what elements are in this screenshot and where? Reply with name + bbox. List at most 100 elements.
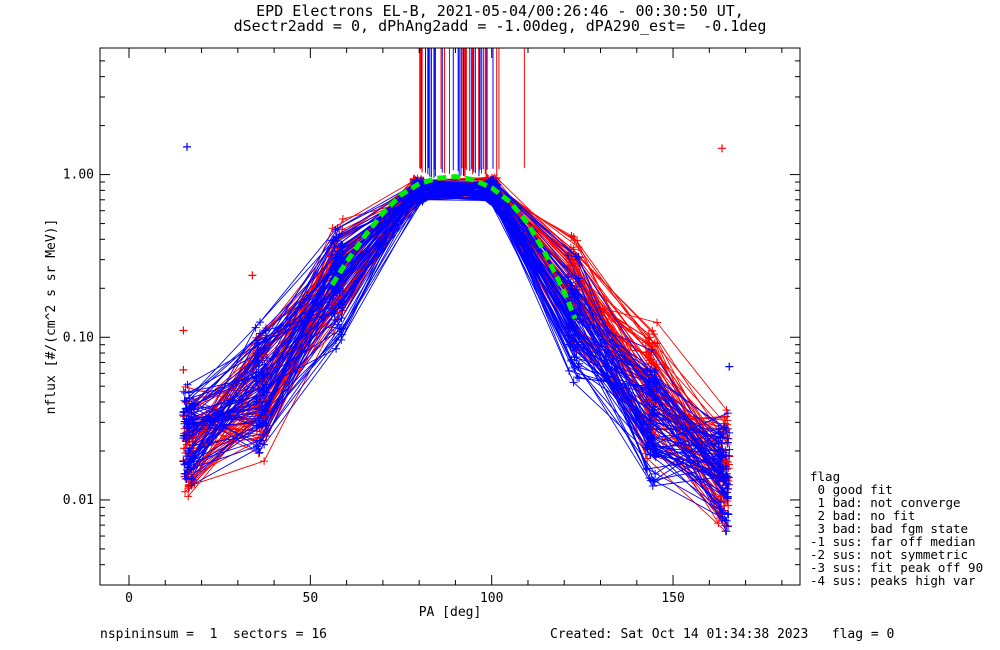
blue-point — [327, 306, 336, 315]
blue-point — [719, 430, 728, 439]
blue-trace — [186, 185, 727, 487]
blue-point — [649, 419, 658, 428]
blue-point — [645, 439, 654, 448]
red-point — [653, 318, 662, 327]
blue-point — [184, 424, 193, 433]
blue-point — [182, 465, 191, 474]
x-tick-label: 50 — [303, 591, 319, 606]
axes-layer: 0 50 100 150 0.01 0.10 1.00 PA [deg] nflux [#/(c… — [44, 47, 801, 620]
blue-trace — [192, 181, 726, 495]
blue-point — [568, 290, 577, 299]
blue-point — [574, 253, 583, 262]
blue-point — [651, 453, 660, 462]
blue-trace — [194, 180, 723, 514]
blue-point — [645, 400, 654, 409]
blue-point — [184, 415, 193, 424]
blue-point — [252, 368, 261, 377]
red-point — [254, 449, 263, 458]
blue-point — [335, 230, 344, 239]
x-axis-label: PA [deg] — [419, 605, 482, 620]
blue-point — [188, 416, 197, 425]
blue-point — [180, 431, 189, 440]
blue-point — [190, 400, 199, 409]
blue-point — [256, 318, 265, 327]
blue-point — [187, 410, 196, 419]
blue-point — [722, 516, 731, 525]
red-trace — [189, 182, 719, 524]
blue-point — [189, 430, 198, 439]
blue-point — [718, 445, 727, 454]
blue-point — [723, 434, 732, 443]
blue-point — [647, 410, 656, 419]
blue-trace — [192, 188, 720, 451]
blue-point — [254, 444, 263, 453]
legend-item: 2 bad: no fit — [810, 508, 916, 523]
red-point — [570, 236, 579, 245]
blue-point — [645, 382, 654, 391]
plot-frame — [99, 47, 801, 586]
blue-point — [182, 437, 191, 446]
blue-trace — [193, 195, 720, 439]
outlier-point — [179, 326, 188, 335]
blue-point — [261, 419, 270, 428]
blue-trace — [184, 179, 726, 436]
red-point — [723, 458, 732, 467]
blue-point — [725, 428, 734, 437]
red-point — [184, 492, 193, 501]
blue-point — [329, 237, 338, 246]
outlier-point — [725, 362, 734, 371]
blue-point — [724, 438, 733, 447]
blue-point — [564, 331, 573, 340]
outlier-point — [567, 231, 576, 240]
red-trace — [192, 182, 720, 515]
blue-point — [183, 423, 192, 432]
blue-point — [650, 477, 659, 486]
blue-point — [259, 383, 268, 392]
red-point — [646, 350, 655, 359]
blue-point — [724, 480, 733, 489]
blue-point — [715, 460, 724, 469]
legend-item: -4 sus: peaks high var — [810, 573, 976, 588]
blue-point — [722, 424, 731, 433]
blue-point — [335, 324, 344, 333]
blue-point — [717, 498, 726, 507]
blue-trace — [188, 180, 722, 464]
legend-item: -3 sus: fit peak off 90 — [810, 560, 984, 575]
blue-point — [647, 416, 656, 425]
blue-point — [255, 329, 264, 338]
blue-point — [717, 473, 726, 482]
blue-point — [338, 249, 347, 258]
red-point — [720, 413, 729, 422]
outlier-point — [718, 144, 727, 153]
blue-point — [651, 443, 660, 452]
chart-title-line-1: EPD Electrons EL-B, 2021-05-04/00:26:46 … — [256, 2, 744, 20]
blue-point — [184, 388, 193, 397]
blue-point — [723, 409, 732, 418]
red-point — [569, 245, 578, 254]
blue-point — [721, 472, 730, 481]
blue-point — [724, 510, 733, 519]
footer-spin-info: nspininsum = 1 sectors = 16 — [100, 627, 327, 642]
blue-point — [254, 404, 263, 413]
blue-point — [646, 450, 655, 459]
chart-title-line-2: dSectr2add = 0, dPhAng2add = -1.00deg, d… — [233, 17, 767, 35]
blue-point — [338, 287, 347, 296]
blue-point — [648, 482, 657, 491]
blue-point — [652, 422, 661, 431]
blue-point — [255, 448, 264, 457]
y-axis-label: nflux [#/(cm^2 s sr MeV)] — [44, 219, 59, 415]
blue-point — [574, 362, 583, 371]
x-tick-label: 0 — [125, 591, 133, 606]
x-tick-label: 100 — [480, 591, 503, 606]
blue-point — [333, 224, 342, 233]
red-trace — [192, 180, 722, 517]
blue-point — [253, 442, 262, 451]
legend-item: 0 good fit — [810, 482, 893, 497]
blue-point — [714, 439, 723, 448]
blue-point — [719, 465, 728, 474]
blue-trace — [189, 180, 723, 519]
blue-point — [722, 527, 731, 536]
blue-point — [418, 197, 427, 206]
blue-point — [337, 314, 346, 323]
blue-point — [720, 490, 729, 499]
